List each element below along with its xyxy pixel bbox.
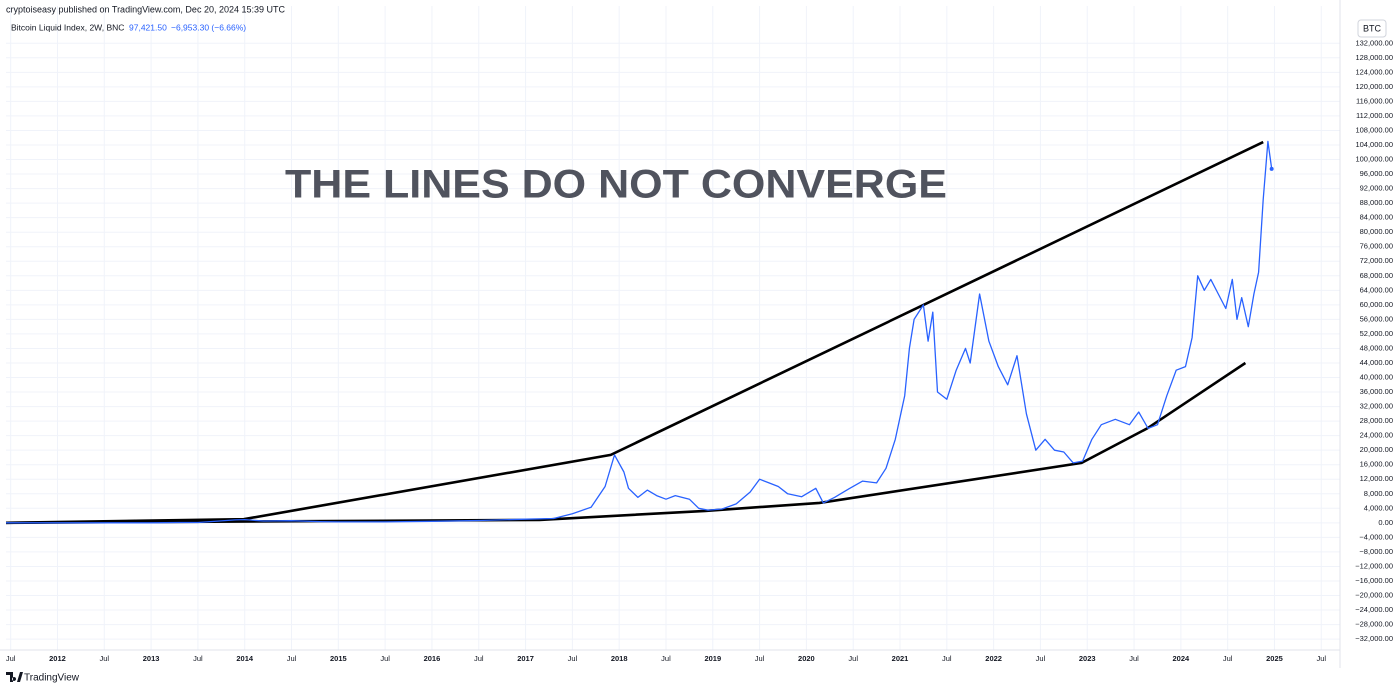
x-tick-label: Jul <box>6 654 16 663</box>
y-tick-label: 60,000.00 <box>1360 300 1393 309</box>
publisher: cryptoiseasy published on TradingView.co… <box>6 4 285 14</box>
y-tick-label: −8,000.00 <box>1359 547 1393 556</box>
y-tick-label: 88,000.00 <box>1360 198 1393 207</box>
x-tick-label: Jul <box>848 654 858 663</box>
y-tick-label: 28,000.00 <box>1360 416 1393 425</box>
symbol: Bitcoin Liquid Index, 2W, BNC <box>11 22 124 32</box>
x-tick-label: Jul <box>99 654 109 663</box>
y-tick-label: 16,000.00 <box>1360 460 1393 469</box>
y-tick-label: 72,000.00 <box>1360 256 1393 265</box>
x-tick-label: 2020 <box>798 654 815 663</box>
x-tick-label: 2023 <box>1079 654 1096 663</box>
y-tick-label: 132,000.00 <box>1355 38 1393 47</box>
x-tick-label: Jul <box>1129 654 1139 663</box>
y-tick-label: 0.00 <box>1378 518 1393 527</box>
y-tick-label: 120,000.00 <box>1355 82 1393 91</box>
x-tick-label: Jul <box>474 654 484 663</box>
x-tick-label: 2012 <box>49 654 66 663</box>
x-tick-label: Jul <box>1036 654 1046 663</box>
y-tick-label: −20,000.00 <box>1355 590 1393 599</box>
y-tick-label: 80,000.00 <box>1360 227 1393 236</box>
y-tick-label: 52,000.00 <box>1360 329 1393 338</box>
y-tick-label: 104,000.00 <box>1355 140 1393 149</box>
y-tick-label: 44,000.00 <box>1360 358 1393 367</box>
y-tick-label: 100,000.00 <box>1355 155 1393 164</box>
x-tick-label: 2017 <box>517 654 534 663</box>
y-tick-label: 36,000.00 <box>1360 387 1393 396</box>
y-tick-label: 40,000.00 <box>1360 372 1393 381</box>
y-tick-label: −12,000.00 <box>1355 561 1393 570</box>
trend-line <box>5 361 1247 525</box>
x-tick-label: 2019 <box>704 654 721 663</box>
logo <box>6 672 23 682</box>
x-tick-label: 2025 <box>1266 654 1283 663</box>
footer: TradingView <box>24 673 80 684</box>
y-tick-label: −16,000.00 <box>1355 576 1393 585</box>
x-tick-label: Jul <box>287 654 297 663</box>
y-tick-label: 112,000.00 <box>1356 111 1393 120</box>
x-tick-label: 2016 <box>424 654 441 663</box>
last-price: 97,421.50 <box>129 22 167 32</box>
x-tick-label: Jul <box>1223 654 1233 663</box>
x-tick-label: 2015 <box>330 654 347 663</box>
x-tick-label: 2013 <box>143 654 160 663</box>
annotation: THE LINES DO NOT CONVERGE <box>285 163 947 207</box>
y-tick-label: −24,000.00 <box>1355 605 1393 614</box>
x-tick-label: Jul <box>755 654 765 663</box>
x-tick-label: 2024 <box>1173 654 1191 663</box>
y-tick-label: 20,000.00 <box>1360 445 1393 454</box>
last-point <box>1269 166 1274 171</box>
x-tick-label: 2021 <box>892 654 909 663</box>
y-tick-label: 96,000.00 <box>1360 169 1393 178</box>
x-tick-label: Jul <box>942 654 952 663</box>
x-tick-label: Jul <box>568 654 578 663</box>
y-tick-label: 64,000.00 <box>1360 285 1393 294</box>
y-tick-label: −4,000.00 <box>1359 532 1393 541</box>
y-tick-label: 124,000.00 <box>1355 67 1393 76</box>
y-tick-label: 92,000.00 <box>1360 184 1393 193</box>
y-tick-label: 84,000.00 <box>1360 213 1393 222</box>
badge-box <box>1357 19 1387 38</box>
y-tick-label: 108,000.00 <box>1355 125 1393 134</box>
y-tick-label: 76,000.00 <box>1360 242 1393 251</box>
x-tick-label: Jul <box>1316 654 1326 663</box>
y-tick-label: 56,000.00 <box>1360 314 1393 323</box>
y-tick-label: 48,000.00 <box>1360 343 1393 352</box>
x-tick-label: Jul <box>661 654 671 663</box>
y-tick-label: 32,000.00 <box>1360 402 1393 411</box>
y-tick-label: 68,000.00 <box>1360 271 1393 280</box>
price-line <box>6 140 1273 524</box>
x-tick-label: Jul <box>193 654 203 663</box>
x-tick-label: Jul <box>380 654 390 663</box>
x-tick-label: 2022 <box>985 654 1002 663</box>
grid <box>0 0 1341 668</box>
price-change: −6,953.30 (−6.66%) <box>171 22 246 32</box>
y-tick-label: −32,000.00 <box>1355 634 1393 643</box>
y-tick-label: 24,000.00 <box>1360 431 1393 440</box>
y-tick-label: 12,000.00 <box>1360 474 1393 483</box>
y-tick-label: 116,000.00 <box>1356 96 1393 105</box>
x-tick-label: 2018 <box>611 654 628 663</box>
y-tick-label: −28,000.00 <box>1355 620 1393 629</box>
x-tick-label: 2014 <box>236 654 254 663</box>
badge: BTC <box>1363 23 1382 33</box>
y-tick-label: 128,000.00 <box>1355 53 1393 62</box>
y-tick-label: 8,000.00 <box>1364 489 1393 498</box>
y-tick-label: 4,000.00 <box>1364 503 1393 512</box>
